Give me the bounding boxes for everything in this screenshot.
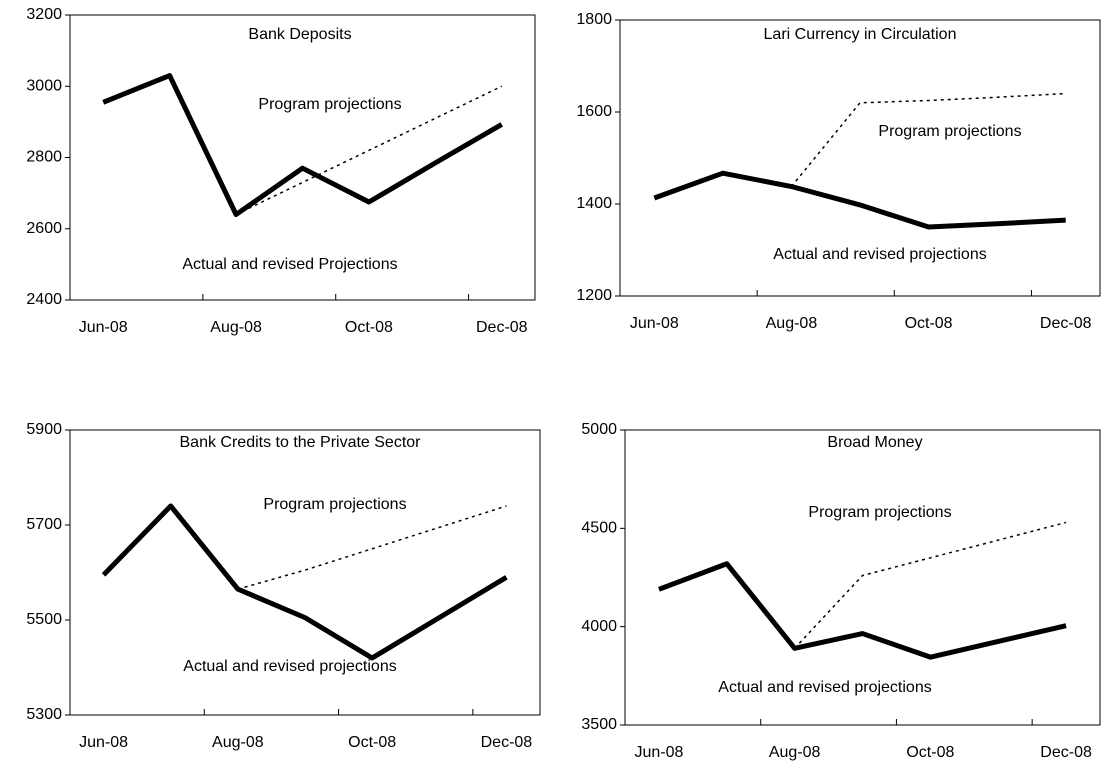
chart-title: Bank Deposits xyxy=(248,26,351,43)
plot-frame xyxy=(619,19,1101,297)
series-label: Program projections xyxy=(263,496,406,513)
series-label: Actual and revised projections xyxy=(718,679,931,696)
series-line xyxy=(794,521,1067,649)
y-tick-label: 5000 xyxy=(581,421,617,438)
series-line xyxy=(237,505,507,590)
x-tick-label: Dec-08 xyxy=(1040,315,1092,332)
series-line xyxy=(658,561,1067,660)
x-tick-label: Aug-08 xyxy=(766,315,818,332)
series-line xyxy=(235,85,503,216)
series-label: Actual and revised Projections xyxy=(182,256,397,273)
series-line xyxy=(790,92,1066,187)
y-tick-label: 2600 xyxy=(26,220,62,237)
y-tick-label: 5700 xyxy=(26,516,62,533)
series-line xyxy=(653,170,1066,230)
y-tick-label: 3500 xyxy=(581,716,617,733)
y-tick-label: 3200 xyxy=(26,6,62,23)
series-label: Program projections xyxy=(258,96,401,113)
x-tick-label: Aug-08 xyxy=(210,319,262,336)
x-tick-label: Oct-08 xyxy=(905,315,953,332)
y-tick-label: 5300 xyxy=(26,706,62,723)
series-line xyxy=(102,73,504,217)
y-tick-label: 2400 xyxy=(26,291,62,308)
x-tick-label: Jun-08 xyxy=(630,315,679,332)
y-tick-label: 3000 xyxy=(26,77,62,94)
y-tick-label: 1200 xyxy=(576,287,612,304)
series-label: Actual and revised projections xyxy=(183,658,396,675)
chart-title: Bank Credits to the Private Sector xyxy=(180,434,422,451)
x-tick-label: Jun-08 xyxy=(634,744,683,761)
chart-title: Lari Currency in Circulation xyxy=(764,26,957,43)
x-tick-label: Dec-08 xyxy=(1040,744,1092,761)
plot-frame xyxy=(624,429,1101,726)
x-tick-label: Aug-08 xyxy=(212,734,264,751)
x-tick-label: Aug-08 xyxy=(769,744,821,761)
series-line xyxy=(101,503,508,661)
y-tick-label: 4500 xyxy=(581,520,617,537)
x-tick-label: Oct-08 xyxy=(345,319,393,336)
x-tick-label: Oct-08 xyxy=(906,744,954,761)
y-tick-label: 2800 xyxy=(26,149,62,166)
x-tick-label: Oct-08 xyxy=(348,734,396,751)
chart-title: Broad Money xyxy=(827,434,922,451)
y-tick-label: 1400 xyxy=(576,195,612,212)
series-label: Program projections xyxy=(808,504,951,521)
y-tick-label: 5900 xyxy=(26,421,62,438)
series-label: Program projections xyxy=(878,123,1021,140)
x-tick-label: Jun-08 xyxy=(79,319,128,336)
y-tick-label: 5500 xyxy=(26,611,62,628)
x-tick-label: Dec-08 xyxy=(476,319,528,336)
series-label: Actual and revised projections xyxy=(773,246,986,263)
x-tick-label: Jun-08 xyxy=(79,734,128,751)
y-tick-label: 1600 xyxy=(576,103,612,120)
y-tick-label: 1800 xyxy=(576,11,612,28)
x-tick-label: Dec-08 xyxy=(481,734,533,751)
y-tick-label: 4000 xyxy=(581,618,617,635)
plot-frame xyxy=(69,429,541,716)
